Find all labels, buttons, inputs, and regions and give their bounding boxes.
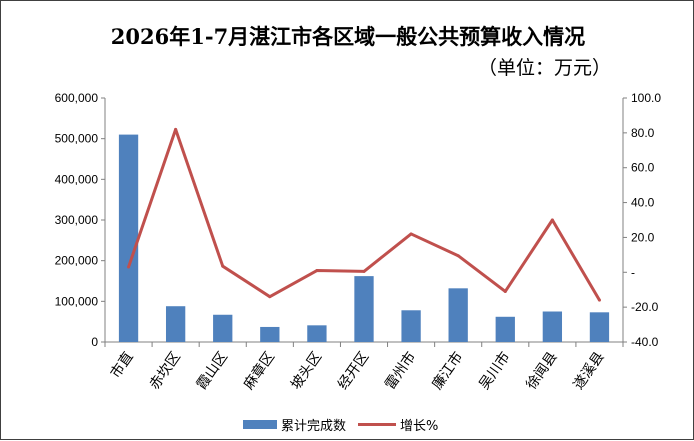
x-category-label: 徐闻县 bbox=[523, 349, 560, 393]
bar bbox=[448, 288, 468, 342]
bar bbox=[260, 326, 280, 342]
growth-point bbox=[221, 264, 225, 268]
growth-point bbox=[456, 254, 460, 258]
bar bbox=[354, 276, 374, 342]
bar bbox=[213, 314, 233, 342]
bar bbox=[118, 134, 139, 342]
growth-point bbox=[409, 232, 413, 236]
growth-point bbox=[315, 269, 319, 273]
y-left-tick-label: 100,000 bbox=[55, 294, 99, 308]
y-left-tick-label: 400,000 bbox=[55, 172, 99, 186]
x-category-label: 坡头区 bbox=[288, 349, 325, 393]
bar bbox=[589, 312, 610, 342]
legend-line-label: 增长% bbox=[400, 419, 439, 434]
x-category-label: 麻章区 bbox=[240, 349, 278, 393]
growth-point bbox=[550, 218, 554, 222]
y-left-tick-label: 600,000 bbox=[55, 91, 99, 105]
growth-point bbox=[362, 269, 366, 273]
y-right-tick-label: 20.0 bbox=[631, 230, 655, 244]
bar bbox=[401, 310, 421, 342]
x-category-label: 遂溪县 bbox=[571, 349, 608, 393]
growth-point bbox=[597, 298, 601, 302]
y-right-tick-label: 80.0 bbox=[631, 126, 655, 140]
bar bbox=[307, 325, 327, 342]
chart-title: 2026年1-7月湛江市各区域一般公共预算收入情况 bbox=[110, 24, 586, 49]
legend-item-line: 增长% bbox=[358, 415, 438, 434]
bar bbox=[165, 306, 186, 342]
y-right-tick-label: - bbox=[631, 265, 635, 279]
x-category-label: 廉江市 bbox=[428, 349, 466, 393]
y-right-tick-label: -20.0 bbox=[631, 300, 659, 314]
growth-line bbox=[127, 127, 601, 301]
y-left-tick-label: 500,000 bbox=[55, 132, 99, 146]
y-right-tick-label: 100.0 bbox=[631, 91, 661, 105]
growth-point bbox=[268, 295, 272, 299]
x-category-label: 经开区 bbox=[335, 349, 372, 393]
legend-bar-swatch bbox=[243, 420, 277, 429]
growth-point bbox=[503, 289, 507, 293]
y-right-tick-label: -40.0 bbox=[631, 335, 659, 349]
bar bbox=[495, 316, 515, 342]
y-right-tick-label: 60.0 bbox=[631, 161, 655, 175]
x-category-label: 吴川市 bbox=[476, 349, 514, 393]
bar bbox=[542, 311, 563, 342]
x-category-label: 雷州市 bbox=[381, 349, 419, 393]
y-left-tick-label: 200,000 bbox=[55, 254, 99, 268]
x-category-label: 赤坎区 bbox=[147, 349, 184, 393]
y-left-tick-label: 300,000 bbox=[55, 213, 99, 227]
legend-item-bar: 累计完成数 bbox=[243, 415, 346, 434]
growth-point bbox=[127, 265, 131, 269]
x-category-label: 霞山区 bbox=[194, 349, 231, 393]
legend-line-swatch bbox=[358, 423, 397, 426]
y-left-tick-label: 0 bbox=[91, 335, 98, 349]
y-right-tick-label: 40.0 bbox=[631, 196, 655, 210]
x-category-label: 市直 bbox=[107, 349, 137, 382]
legend-bar-label: 累计完成数 bbox=[281, 419, 347, 434]
growth-point bbox=[174, 127, 178, 131]
legend: 累计完成数 增长% bbox=[243, 415, 450, 434]
chart-subtitle: （单位：万元） bbox=[477, 57, 611, 79]
